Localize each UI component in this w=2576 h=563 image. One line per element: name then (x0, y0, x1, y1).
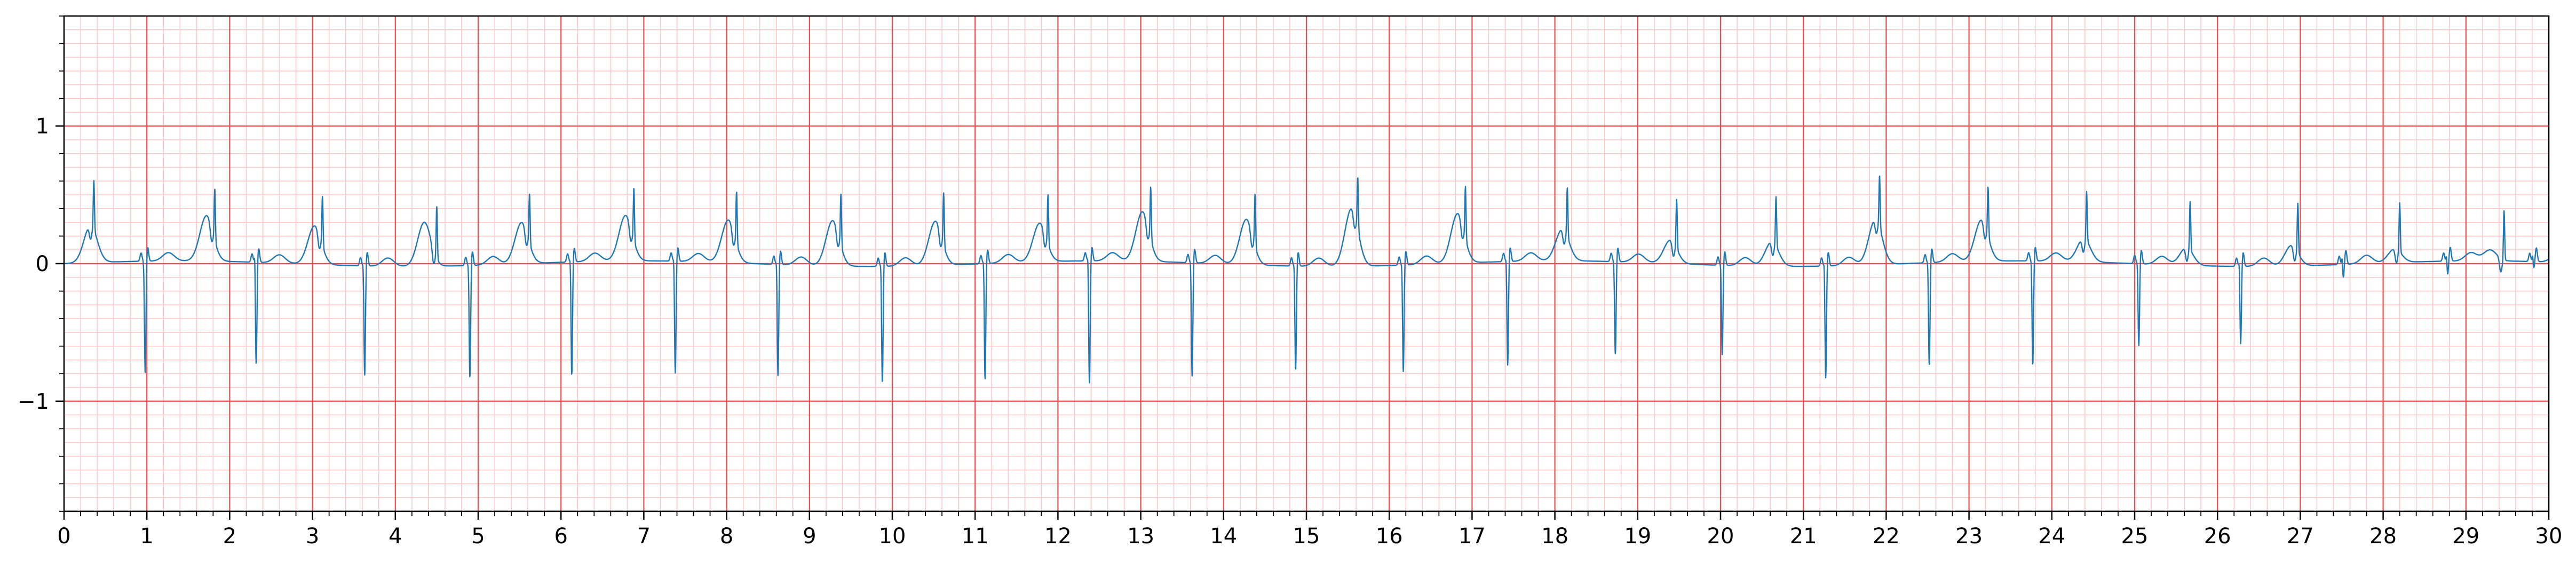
x-tick-label: 24 (2038, 524, 2065, 549)
x-tick-label: 14 (1210, 524, 1237, 549)
x-tick-label: 19 (1624, 524, 1651, 549)
x-tick-label: 3 (306, 524, 319, 549)
x-tick-label: 6 (554, 524, 567, 549)
y-tick-label: 0 (36, 252, 49, 276)
x-tick-label: 13 (1127, 524, 1154, 549)
x-tick-label: 10 (879, 524, 906, 549)
x-tick-label: 20 (1707, 524, 1734, 549)
x-tick-label: 1 (140, 524, 153, 549)
x-tick-label: 0 (57, 524, 70, 549)
x-tick-label: 23 (1955, 524, 1983, 549)
x-axis: 0 1 2 3 4 5 6 7 8 9 10 11 12 13 14 15 16 17 18 19 20 21 22 23 24… (57, 511, 2562, 549)
x-tick-label: 16 (1376, 524, 1403, 549)
x-tick-label: 2 (223, 524, 236, 549)
x-tick-label: 29 (2452, 524, 2479, 549)
x-tick-label: 27 (2287, 524, 2314, 549)
x-tick-label: 28 (2369, 524, 2397, 549)
x-tick-label: 18 (1541, 524, 1568, 549)
x-tick-label: 8 (720, 524, 733, 549)
x-tick-label: 17 (1459, 524, 1486, 549)
y-tick-label: 1 (36, 114, 49, 139)
ecg-trace-line (63, 175, 2550, 384)
y-tick-label: −1 (18, 390, 49, 414)
x-tick-label: 5 (471, 524, 485, 549)
x-tick-label: 11 (962, 524, 989, 549)
x-tick-label: 15 (1293, 524, 1320, 549)
x-tick-label: 12 (1044, 524, 1072, 549)
x-tick-label: 25 (2121, 524, 2149, 549)
x-tick-label: 7 (637, 524, 651, 549)
x-tick-label: 4 (389, 524, 402, 549)
x-tick-label: 9 (803, 524, 816, 549)
x-tick-label: 30 (2535, 524, 2563, 549)
y-axis: −1 0 1 (18, 15, 64, 512)
x-tick-label: 21 (1790, 524, 1817, 549)
x-tick-label: 26 (2204, 524, 2231, 549)
x-tick-label: 22 (1873, 524, 1900, 549)
